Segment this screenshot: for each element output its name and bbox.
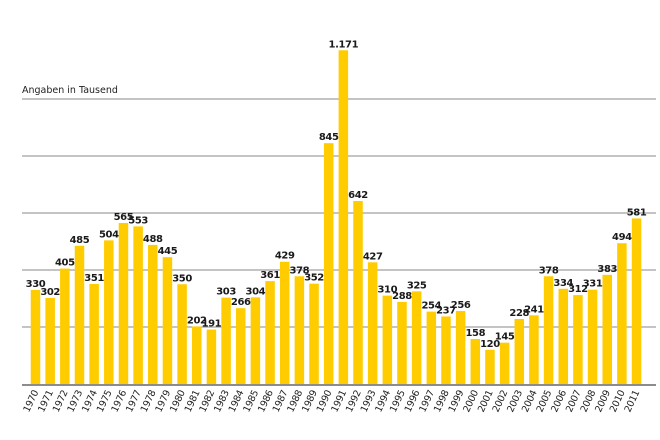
x-tick-2011: 2011 [623, 388, 643, 414]
bar-2000 [470, 338, 481, 384]
value-label-1990: 845 [319, 132, 339, 143]
bar-1974 [89, 283, 99, 384]
bar-1982 [206, 329, 217, 384]
value-label-1987: 429 [275, 251, 295, 262]
value-label-2002: 145 [495, 332, 515, 343]
value-label-1984: 266 [231, 297, 251, 308]
value-label-2007: 312 [568, 284, 588, 295]
value-label-1985: 304 [246, 286, 266, 297]
bar-1985 [250, 297, 261, 384]
value-label-1989: 352 [304, 273, 324, 284]
bar-1992 [353, 201, 363, 384]
value-label-2000: 158 [465, 328, 485, 339]
bar-1972 [60, 268, 70, 384]
value-label-1978: 488 [143, 234, 163, 245]
bar-1970 [30, 289, 41, 384]
value-label-2004: 241 [524, 304, 544, 315]
bar-1977 [133, 226, 143, 384]
bar-2007 [573, 295, 583, 384]
value-label-1999: 256 [451, 300, 471, 311]
bar-1987 [279, 261, 290, 384]
bar-1996 [411, 291, 422, 384]
value-label-1975: 504 [99, 229, 119, 240]
value-label-1994: 310 [377, 285, 397, 296]
x-tick-labels: 1970197119721973197419751976197719781979… [22, 388, 643, 414]
bar-1993 [367, 262, 378, 384]
bar-1998 [441, 316, 451, 384]
value-label-1982: 191 [202, 319, 222, 330]
bar-2001 [485, 349, 495, 384]
value-label-2011: 581 [627, 207, 647, 218]
value-label-1970: 330 [26, 279, 46, 290]
bar-1986 [265, 281, 275, 384]
value-label-1991: 1.171 [329, 39, 359, 50]
value-label-1976: 565 [114, 212, 134, 223]
bar-1990 [323, 143, 334, 384]
value-label-2009: 383 [597, 264, 617, 275]
bars [30, 50, 642, 384]
bar-2010 [617, 243, 627, 384]
bar-1995 [397, 301, 407, 384]
bar-1997 [426, 311, 437, 384]
value-label-2010: 494 [612, 232, 632, 243]
value-label-1995: 288 [392, 291, 412, 302]
bar-1991 [338, 50, 349, 384]
value-label-1979: 445 [158, 246, 178, 257]
bar-1979 [162, 257, 173, 384]
value-label-1996: 325 [407, 280, 427, 291]
value-label-1973: 485 [70, 235, 90, 246]
value-label-1974: 351 [84, 273, 104, 284]
bar-2011 [631, 218, 642, 384]
value-label-1977: 553 [128, 215, 148, 226]
bar-1999 [455, 311, 466, 384]
bar-2004 [529, 315, 539, 384]
bar-2009 [602, 274, 612, 384]
unit-note: Angaben in Tausend [22, 85, 118, 96]
bar-2005 [543, 276, 554, 384]
bar-2006 [558, 288, 569, 384]
value-label-2005: 378 [539, 265, 559, 276]
value-label-1983: 303 [216, 287, 236, 298]
bar-1988 [294, 276, 305, 384]
bar-1980 [177, 284, 187, 384]
value-label-1993: 427 [363, 251, 383, 262]
bar-2002 [499, 342, 510, 384]
bar-1978 [148, 244, 158, 384]
value-label-2003: 228 [509, 308, 529, 319]
bar-2008 [587, 289, 598, 384]
value-label-1971: 302 [40, 287, 60, 298]
value-label-1998: 237 [436, 305, 456, 316]
bar-1973 [74, 245, 85, 384]
value-label-2001: 120 [480, 339, 500, 350]
value-label-1981: 202 [187, 315, 207, 326]
value-label-1997: 254 [421, 301, 441, 312]
bar-1971 [45, 297, 55, 384]
bar-1976 [118, 222, 129, 384]
bar-1975 [104, 240, 114, 384]
bar-1989 [309, 283, 319, 384]
value-label-1972: 405 [55, 258, 75, 269]
value-label-2008: 331 [583, 279, 603, 290]
bar-1981 [192, 326, 202, 384]
bar-2003 [514, 319, 525, 384]
value-label-1992: 642 [348, 190, 368, 201]
bar-1984 [235, 308, 246, 384]
value-label-1986: 361 [260, 270, 280, 281]
bar-1994 [382, 295, 393, 384]
value-label-1988: 378 [290, 265, 310, 276]
value-label-1980: 350 [172, 273, 192, 284]
bar-1983 [221, 297, 231, 384]
value-label-2006: 334 [553, 278, 573, 289]
